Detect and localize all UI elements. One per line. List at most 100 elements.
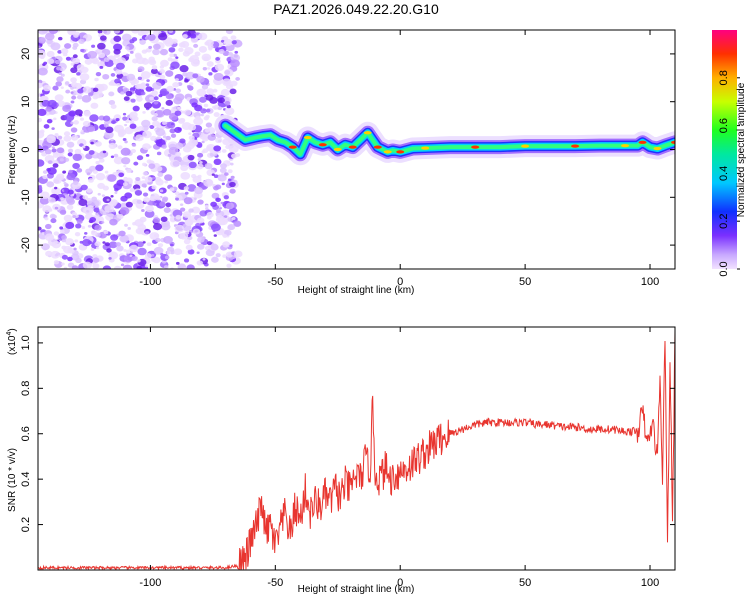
ridge-hotspot — [671, 140, 675, 144]
noise-speck — [197, 32, 208, 41]
noise-speck — [51, 241, 61, 249]
noise-speck — [44, 217, 49, 221]
noise-speck — [119, 207, 130, 215]
noise-speck — [74, 239, 79, 243]
noise-speck — [159, 189, 164, 193]
noise-speck — [206, 143, 216, 152]
noise-speck — [97, 61, 106, 68]
noise-speck — [220, 88, 230, 97]
noise-speck — [95, 246, 100, 250]
noise-speck — [67, 148, 74, 153]
noise-speck — [59, 229, 65, 234]
noise-speck — [83, 110, 91, 117]
noise-speck — [145, 231, 150, 235]
noise-speck — [219, 167, 227, 174]
noise-speck — [76, 95, 83, 100]
noise-speck — [149, 232, 160, 240]
noise-speck — [194, 229, 198, 233]
noise-speck — [60, 73, 65, 77]
noise-speck — [141, 119, 151, 128]
noise-speck — [189, 82, 194, 86]
noise-speck — [149, 96, 154, 101]
noise-speck — [159, 69, 165, 74]
noise-speck — [71, 211, 77, 216]
noise-speck — [188, 132, 192, 135]
noise-speck — [142, 241, 146, 244]
noise-speck — [179, 65, 189, 73]
noise-speck — [146, 79, 150, 83]
noise-speck — [161, 197, 168, 203]
noise-speck — [131, 143, 137, 147]
noise-speck — [198, 46, 208, 53]
noise-speck — [111, 120, 116, 125]
colorbar-tick-label: 0.4 — [718, 166, 730, 181]
noise-speck — [201, 84, 209, 90]
noise-speck — [67, 247, 75, 254]
noise-speck — [215, 137, 223, 144]
noise-speck — [88, 178, 94, 183]
noise-speck — [206, 211, 214, 218]
noise-speck — [230, 175, 235, 180]
noise-speck — [96, 152, 105, 160]
noise-speck — [66, 204, 74, 210]
noise-speck — [92, 257, 100, 263]
noise-speck — [76, 168, 83, 173]
noise-speck — [157, 243, 164, 248]
noise-speck — [139, 39, 146, 45]
noise-speck — [125, 53, 130, 57]
noise-speck — [183, 109, 192, 116]
noise-speck — [194, 51, 201, 57]
noise-speck — [67, 189, 74, 195]
noise-speck — [214, 184, 222, 190]
noise-speck — [81, 95, 92, 103]
ridge-hotspot — [571, 144, 580, 148]
noise-speck — [228, 145, 239, 154]
snr-x-tick-label: -100 — [139, 577, 161, 589]
noise-speck — [88, 150, 95, 155]
noise-speck — [93, 90, 103, 99]
noise-speck — [151, 116, 158, 122]
noise-speck — [51, 214, 57, 219]
noise-speck — [131, 37, 138, 42]
noise-speck — [196, 143, 203, 149]
noise-speck — [150, 68, 158, 75]
noise-speck — [105, 126, 114, 134]
noise-speck — [151, 176, 156, 180]
noise-speck — [223, 38, 233, 47]
noise-speck — [82, 238, 92, 247]
noise-speck — [53, 260, 60, 265]
noise-speck — [52, 163, 59, 168]
noise-speck — [175, 151, 182, 157]
noise-speck — [102, 265, 112, 269]
noise-speck — [202, 258, 206, 261]
chart-title: PAZ1.2026.049.22.20.G10 — [273, 1, 439, 17]
noise-speck — [123, 255, 133, 263]
noise-speck — [129, 254, 133, 258]
noise-speck — [208, 72, 213, 76]
scale-note-suffix: ) — [7, 328, 18, 331]
noise-speck — [213, 174, 219, 179]
noise-speck — [162, 135, 167, 139]
noise-speck — [106, 248, 112, 253]
noise-speck — [116, 83, 121, 87]
noise-speck — [165, 135, 171, 141]
noise-speck — [144, 253, 152, 259]
noise-speck — [60, 86, 64, 89]
noise-speck — [70, 81, 78, 88]
noise-speck — [229, 88, 237, 95]
noise-speck — [110, 138, 114, 142]
noise-speck — [129, 114, 137, 121]
noise-speck — [81, 226, 86, 230]
noise-speck — [38, 67, 48, 76]
ridge-hotspot — [348, 145, 357, 149]
noise-speck — [231, 217, 236, 221]
noise-speck — [127, 227, 131, 230]
noise-speck — [213, 158, 222, 166]
noise-speck — [98, 158, 105, 163]
noise-speck — [38, 117, 43, 123]
noise-speck — [116, 245, 124, 252]
noise-speck — [94, 224, 102, 231]
noise-speck — [74, 148, 82, 155]
noise-speck — [141, 183, 147, 188]
noise-speck — [103, 123, 109, 128]
